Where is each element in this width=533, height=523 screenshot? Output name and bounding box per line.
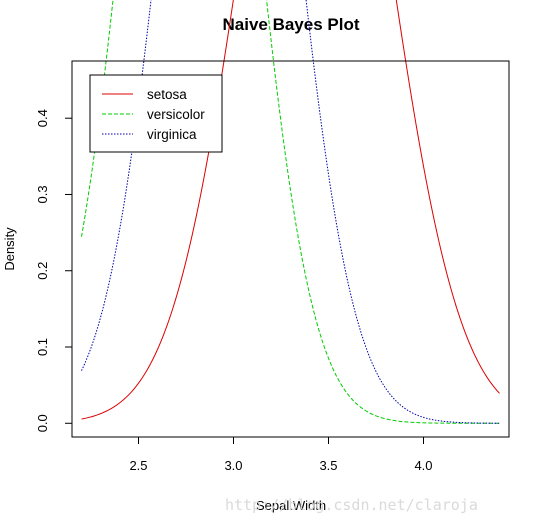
series-layer — [81, 0, 500, 424]
series-line-setosa — [81, 0, 500, 420]
y-tick-label: 0.4 — [35, 109, 50, 127]
series-line-virginica — [81, 0, 500, 424]
legend-label-versicolor: versicolor — [147, 107, 205, 122]
y-tick-label: 0.1 — [35, 338, 50, 356]
y-tick-label: 0.0 — [35, 414, 50, 432]
legend-label-setosa: setosa — [147, 87, 187, 102]
legend: setosa versicolor virginica — [89, 74, 223, 153]
x-axis-label: Sepal.Width — [256, 498, 326, 513]
x-tick-label: 3.0 — [224, 458, 242, 473]
y-tick-label: 0.2 — [35, 262, 50, 280]
y-axis: 0.0 0.1 0.2 0.3 0.4 — [35, 109, 73, 432]
x-tick-label: 4.0 — [414, 458, 432, 473]
chart-title: Naive Bayes Plot — [222, 15, 359, 34]
series-line-versicolor — [81, 0, 500, 424]
x-tick-label: 2.5 — [129, 458, 147, 473]
watermark: http://blog.csdn.net/claroja — [225, 496, 478, 514]
y-axis-label: Density — [2, 227, 17, 271]
legend-label-virginica: virginica — [147, 127, 197, 142]
y-tick-label: 0.3 — [35, 185, 50, 203]
x-tick-label: 3.5 — [319, 458, 337, 473]
x-axis: 2.5 3.0 3.5 4.0 — [129, 436, 433, 473]
